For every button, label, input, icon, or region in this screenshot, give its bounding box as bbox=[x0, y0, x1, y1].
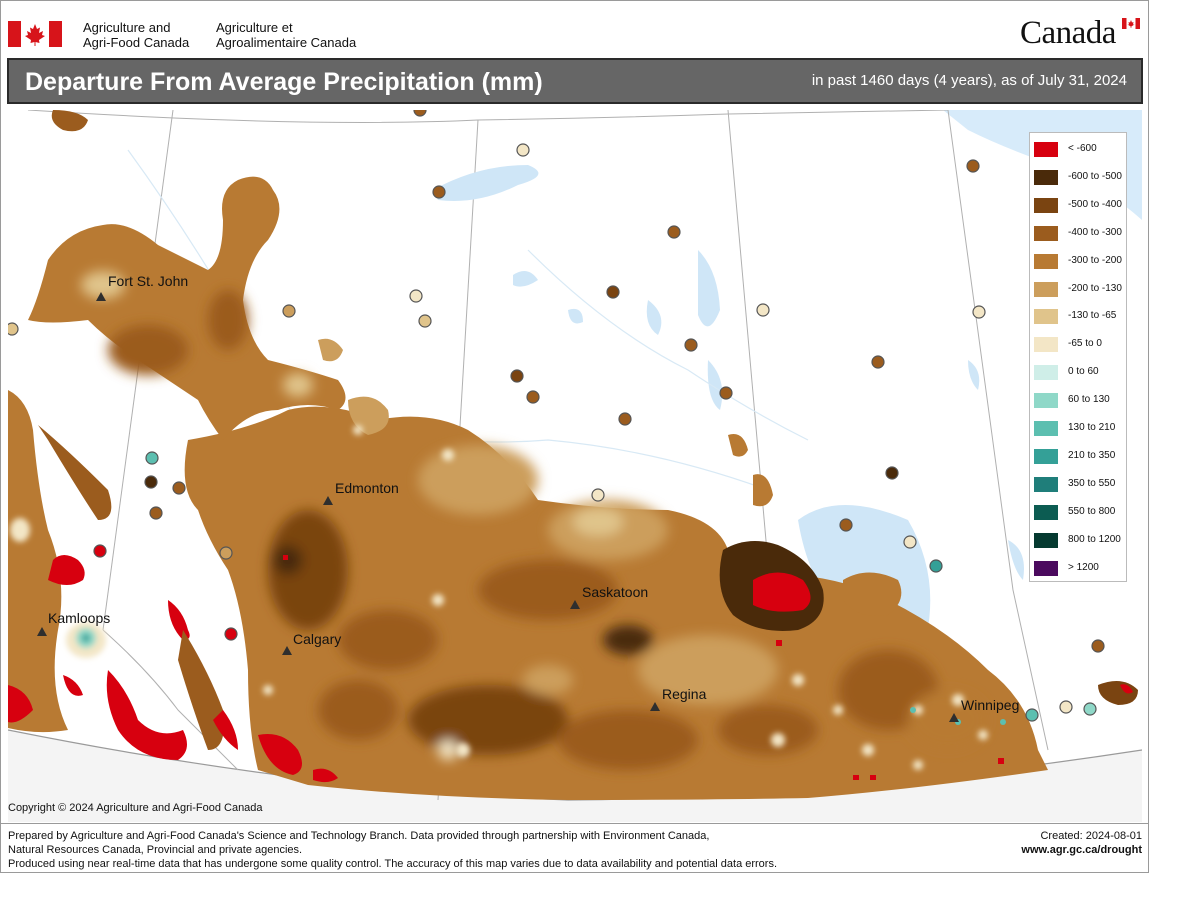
legend-label: 60 to 130 bbox=[1068, 394, 1110, 406]
created-date: Created: 2024-08-01 bbox=[1040, 830, 1142, 842]
city-regina: Regina bbox=[650, 686, 707, 711]
legend-label: 0 to 60 bbox=[1068, 366, 1099, 378]
legend-swatch bbox=[1034, 169, 1058, 185]
legend-item: -600 to -500 bbox=[1034, 168, 1126, 186]
legend-swatch bbox=[1034, 560, 1058, 576]
legend-item: > 1200 bbox=[1034, 559, 1126, 577]
legend-swatch bbox=[1034, 476, 1058, 492]
station-dots bbox=[8, 110, 1105, 722]
legend-label: -500 to -400 bbox=[1068, 198, 1122, 210]
legend-swatch bbox=[1034, 448, 1058, 464]
map-title: Departure From Average Precipitation (mm… bbox=[25, 68, 543, 96]
footer-line-3: Produced using near real-time data that … bbox=[8, 858, 778, 870]
city-winnipeg: Winnipeg bbox=[949, 697, 1019, 722]
footer-line-1: Prepared by Agriculture and Agri-Food Ca… bbox=[8, 830, 710, 842]
legend-swatch bbox=[1034, 225, 1058, 241]
city-label-kamloops: Kamloops bbox=[48, 610, 110, 626]
legend-item: 350 to 550 bbox=[1034, 475, 1126, 493]
legend-swatch bbox=[1034, 197, 1058, 213]
website-link[interactable]: www.agr.gc.ca/drought bbox=[1021, 844, 1142, 856]
legend-item: 130 to 210 bbox=[1034, 419, 1126, 437]
legend-item: -400 to -300 bbox=[1034, 224, 1126, 242]
legend-label: 550 to 800 bbox=[1068, 505, 1116, 517]
legend-label: -130 to -65 bbox=[1068, 310, 1117, 322]
agency-fr-line1: Agriculture et bbox=[216, 20, 293, 35]
canada-flag-icon bbox=[8, 21, 62, 47]
legend-swatch bbox=[1034, 309, 1058, 325]
legend-swatch bbox=[1034, 281, 1058, 297]
legend-label: 800 to 1200 bbox=[1068, 533, 1121, 545]
legend-swatch bbox=[1034, 337, 1058, 353]
legend-item: 800 to 1200 bbox=[1034, 531, 1126, 549]
legend-swatch bbox=[1034, 365, 1058, 381]
footer-divider bbox=[0, 823, 1149, 824]
legend-item: -300 to -200 bbox=[1034, 252, 1126, 270]
legend-item: -200 to -130 bbox=[1034, 280, 1126, 298]
agency-name-french: Agriculture et Agroalimentaire Canada bbox=[216, 20, 356, 50]
legend-swatch bbox=[1034, 421, 1058, 436]
precip-surface bbox=[8, 110, 1138, 800]
legend-label: 130 to 210 bbox=[1068, 422, 1116, 433]
legend-label: -600 to -500 bbox=[1068, 170, 1122, 182]
legend-label: -200 to -130 bbox=[1068, 282, 1122, 294]
legend-label: 210 to 350 bbox=[1068, 449, 1116, 461]
legend-item: 210 to 350 bbox=[1034, 447, 1126, 465]
agency-en-line2: Agri-Food Canada bbox=[83, 35, 190, 50]
legend-item: -500 to -400 bbox=[1034, 196, 1126, 214]
city-markers: Fort St. John Edmonton Kamloops Calgary … bbox=[37, 273, 1019, 722]
legend-item: 0 to 60 bbox=[1034, 363, 1126, 381]
legend-item: 60 to 130 bbox=[1034, 391, 1126, 409]
legend-label: -300 to -200 bbox=[1068, 254, 1122, 266]
city-label-winnipeg: Winnipeg bbox=[961, 697, 1019, 713]
legend-label: 350 to 550 bbox=[1068, 477, 1116, 489]
legend-swatch bbox=[1034, 253, 1058, 269]
agency-en-line1: Agriculture and bbox=[83, 20, 171, 35]
city-kamloops: Kamloops bbox=[37, 610, 110, 636]
city-label-saskatoon: Saskatoon bbox=[582, 584, 648, 600]
title-bar: Departure From Average Precipitation (mm… bbox=[7, 58, 1143, 104]
city-label-edmonton: Edmonton bbox=[335, 480, 399, 496]
header: Agriculture and Agri-Food Canada Agricul… bbox=[0, 0, 1149, 56]
map-legend: < -600 -600 to -500 -500 to -400 -400 to -3… bbox=[1029, 132, 1127, 582]
legend-swatch bbox=[1034, 393, 1058, 409]
city-fort-st-john: Fort St. John bbox=[96, 273, 188, 301]
legend-swatch bbox=[1034, 504, 1058, 520]
city-label-fort-st-john: Fort St. John bbox=[108, 273, 188, 289]
created-info: Created: 2024-08-01 www.agr.gc.ca/drough… bbox=[1021, 829, 1142, 857]
footer-line-2: Natural Resources Canada, Provincial and… bbox=[8, 844, 303, 856]
legend-label: -65 to 0 bbox=[1068, 338, 1102, 350]
legend-label: > 1200 bbox=[1068, 561, 1099, 573]
legend-swatch bbox=[1034, 532, 1058, 548]
city-calgary: Calgary bbox=[282, 631, 341, 655]
legend-item: -130 to -65 bbox=[1034, 307, 1126, 325]
legend-item: < -600 bbox=[1034, 140, 1126, 158]
legend-item: 550 to 800 bbox=[1034, 503, 1126, 521]
map-subtitle: in past 1460 days (4 years), as of July … bbox=[811, 72, 1127, 89]
agency-name-english: Agriculture and Agri-Food Canada bbox=[83, 20, 189, 50]
city-label-calgary: Calgary bbox=[293, 631, 341, 647]
legend-swatch bbox=[1034, 142, 1058, 157]
agency-fr-line2: Agroalimentaire Canada bbox=[216, 35, 357, 50]
canada-wordmark: Canada bbox=[1020, 15, 1116, 51]
map-canvas: Fort St. John Edmonton Kamloops Calgary … bbox=[8, 110, 1142, 822]
city-edmonton: Edmonton bbox=[323, 480, 399, 505]
legend-label: -400 to -300 bbox=[1068, 226, 1122, 238]
usa-area bbox=[8, 730, 1142, 822]
footer-notes: Prepared by Agriculture and Agri-Food Ca… bbox=[8, 829, 777, 871]
city-saskatoon: Saskatoon bbox=[570, 584, 648, 609]
copyright-text: Copyright © 2024 Agriculture and Agri-Fo… bbox=[8, 802, 263, 814]
legend-label: < -600 bbox=[1068, 143, 1097, 154]
wordmark-flag-icon bbox=[1122, 18, 1140, 29]
precipitation-map: Fort St. John Edmonton Kamloops Calgary … bbox=[8, 110, 1142, 822]
legend-item: -65 to 0 bbox=[1034, 335, 1126, 353]
city-label-regina: Regina bbox=[662, 686, 707, 702]
